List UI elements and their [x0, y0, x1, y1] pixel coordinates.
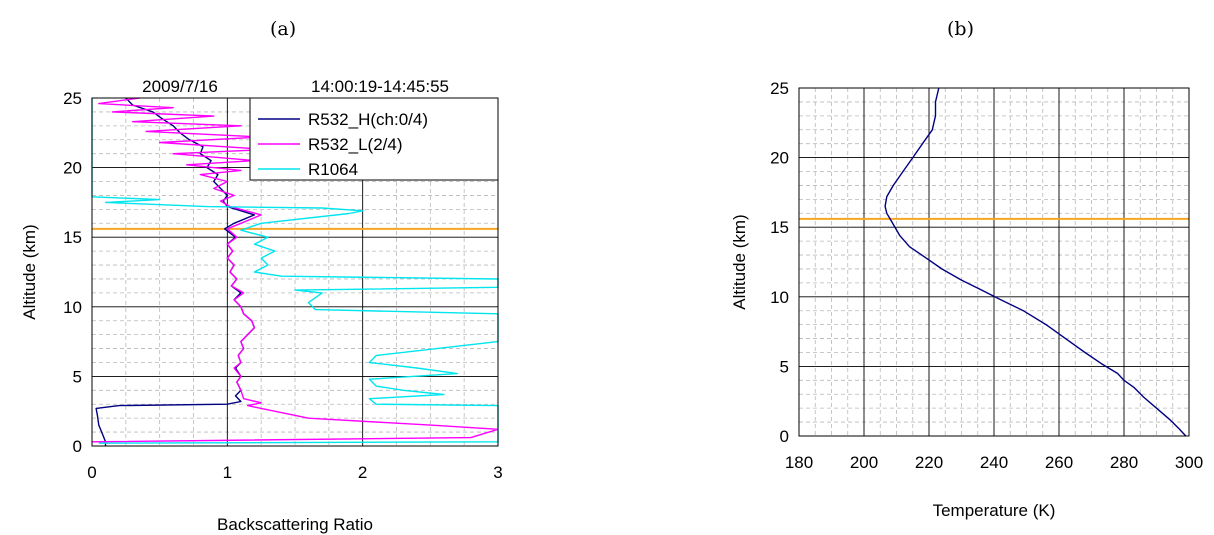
chart-a-x-tick-label: 3 [493, 463, 502, 482]
chart-b-series-line-1 [884, 87, 1187, 437]
chart-b-x-tick-label: 220 [915, 453, 943, 472]
chart-b-x-tick-label: 260 [1045, 453, 1073, 472]
chart-a-y-tick-label: 5 [73, 367, 82, 386]
chart-a-title-date: 2009/7/16 [142, 77, 218, 96]
chart-b-x-axis-label: Temperature (K) [933, 501, 1056, 520]
chart-a-legend-entry: R1064 [308, 160, 358, 179]
chart-a-legend-entry: R532_L(2/4) [308, 135, 403, 154]
chart-a-x-tick-label: 0 [87, 463, 96, 482]
chart-b-x-tick-label: 280 [1110, 453, 1138, 472]
chart-a-y-tick-label: 20 [63, 159, 82, 178]
chart-b-y-tick-label: 20 [770, 149, 789, 168]
chart-b-y-axis-label: Altitude (km) [730, 214, 749, 309]
chart-b-x-tick-label: 180 [785, 453, 813, 472]
chart-a-x-tick-label: 1 [223, 463, 232, 482]
chart-a-x-axis-label: Backscattering Ratio [217, 515, 373, 534]
chart-a-y-tick-label: 25 [63, 89, 82, 108]
chart-a-y-tick-label: 15 [63, 228, 82, 247]
chart-a-y-tick-label: 0 [73, 437, 82, 456]
chart-a-legend-entry: R532_H(ch:0/4) [308, 110, 428, 129]
chart-b-y-tick-label: 0 [780, 427, 789, 446]
chart-b-y-tick-label: 25 [770, 79, 789, 98]
chart-a-series-line-2 [91, 97, 499, 443]
panel-label-b: (b) [947, 18, 974, 40]
chart-a-x-tick-label: 2 [358, 463, 367, 482]
chart-b-x-tick-label: 300 [1175, 453, 1203, 472]
chart-a-y-axis-label: Altitude (km) [20, 224, 39, 319]
chart-b-y-tick-label: 15 [770, 218, 789, 237]
chart-b-y-tick-label: 5 [780, 357, 789, 376]
panel-label-a: (a) [270, 18, 297, 40]
chart-b-y-tick-label: 10 [770, 288, 789, 307]
chart-b-x-tick-label: 240 [980, 453, 1008, 472]
chart-a-title-time: 14:00:19-14:45:55 [311, 77, 449, 96]
chart-a-legend-box [249, 97, 499, 181]
chart-b-frame [798, 87, 1190, 437]
chart-b-x-tick-label: 200 [850, 453, 878, 472]
chart-a-y-tick-label: 10 [63, 298, 82, 317]
